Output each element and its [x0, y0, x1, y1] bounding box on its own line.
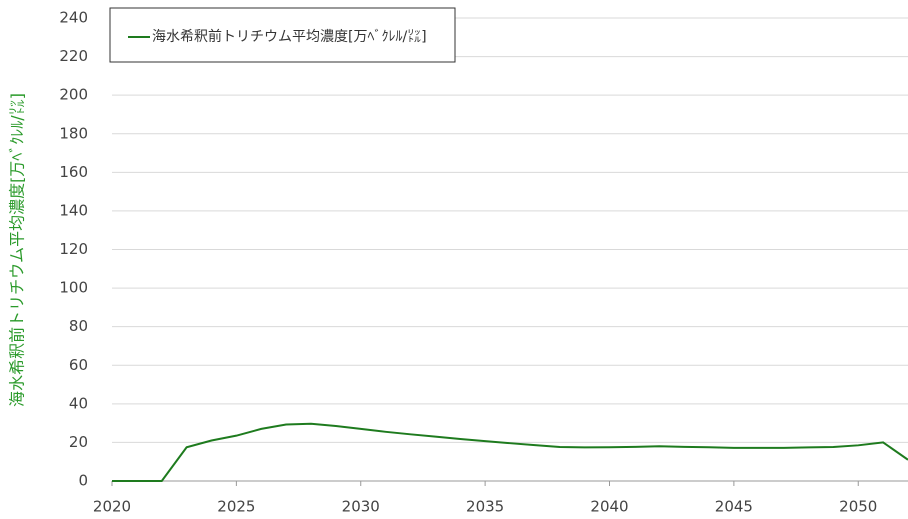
x-tick-label: 2035	[466, 498, 504, 516]
y-tick-label: 100	[59, 279, 88, 297]
y-tick-label: 60	[69, 356, 88, 374]
y-tick-label: 0	[78, 472, 88, 490]
data-line	[112, 422, 908, 482]
x-tick-label: 2045	[715, 498, 753, 516]
y-tick-label: 160	[59, 163, 88, 181]
y-tick-label: 120	[59, 240, 88, 258]
legend-label: 海水希釈前トリチウム平均濃度[万ﾍﾞｸﾚﾙ/㍑]	[152, 28, 427, 45]
y-tick-label: 180	[59, 124, 88, 142]
x-tick-label: 2040	[590, 498, 628, 516]
y-tick-label: 20	[69, 433, 88, 451]
y-tick-label: 40	[69, 394, 88, 412]
y-tick-label: 240	[59, 9, 88, 27]
y-axis-label: 海水希釈前トリチウム平均濃度[万ﾍﾞｸﾚﾙ/㍑]	[8, 93, 27, 407]
y-tick-label: 200	[59, 86, 88, 104]
legend-box	[109, 7, 456, 63]
x-tick-label: 2050	[839, 498, 877, 516]
y-tick-label: 140	[59, 201, 88, 219]
x-tick-label: 2030	[342, 498, 380, 516]
x-tick-label: 2020	[93, 498, 131, 516]
y-tick-label: 80	[69, 317, 88, 335]
y-tick-label: 220	[59, 47, 88, 65]
x-tick-label: 2025	[217, 498, 255, 516]
